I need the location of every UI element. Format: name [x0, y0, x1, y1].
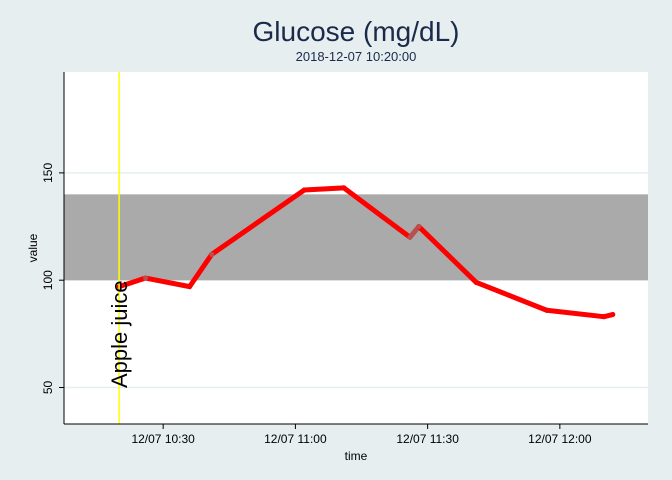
x-axis-label: time [345, 449, 368, 463]
data-point [416, 224, 422, 230]
events-group: Apple juice [107, 72, 132, 424]
data-point [301, 187, 307, 193]
series-group [116, 185, 616, 320]
y-axis-label: value [26, 233, 40, 262]
y-tick-label: 50 [41, 381, 55, 395]
data-point [407, 234, 413, 240]
data-point [544, 307, 550, 313]
data-point [143, 275, 149, 281]
target-range-rect [64, 194, 648, 281]
x-tick-label: 12/07 11:30 [396, 432, 459, 446]
data-point [187, 284, 193, 290]
axes [63, 72, 648, 425]
x-tick-label: 12/07 12:00 [528, 432, 592, 446]
x-ticks: 12/07 10:30 12/07 11:00 12/07 11:30 12/07 1… [131, 424, 592, 446]
x-tick-label: 12/07 10:30 [131, 432, 195, 446]
chart-title: Glucose (mg/dL) [253, 16, 460, 47]
data-point [209, 251, 215, 257]
x-tick-label: 12/07 11:00 [264, 432, 327, 446]
y-tick-label: 150 [41, 163, 55, 183]
series-segment [416, 224, 479, 285]
data-point [473, 279, 479, 285]
series-segment [187, 251, 215, 290]
series-segment [301, 185, 347, 193]
series-segment [473, 279, 550, 313]
chart-subtitle: 2018-12-07 10:20:00 [296, 49, 417, 64]
series-segment [544, 307, 607, 320]
series-segment [209, 187, 307, 257]
data-point [610, 312, 616, 318]
series-segment [143, 275, 193, 290]
target-range-band [64, 194, 648, 281]
series-segment [116, 275, 149, 290]
event-label: Apple juice [107, 280, 132, 388]
y-tick-label: 100 [41, 270, 55, 290]
y-ticks: 50 100 150 [41, 163, 64, 395]
series-segment [341, 185, 413, 240]
data-point [601, 314, 607, 320]
data-point [341, 185, 347, 191]
